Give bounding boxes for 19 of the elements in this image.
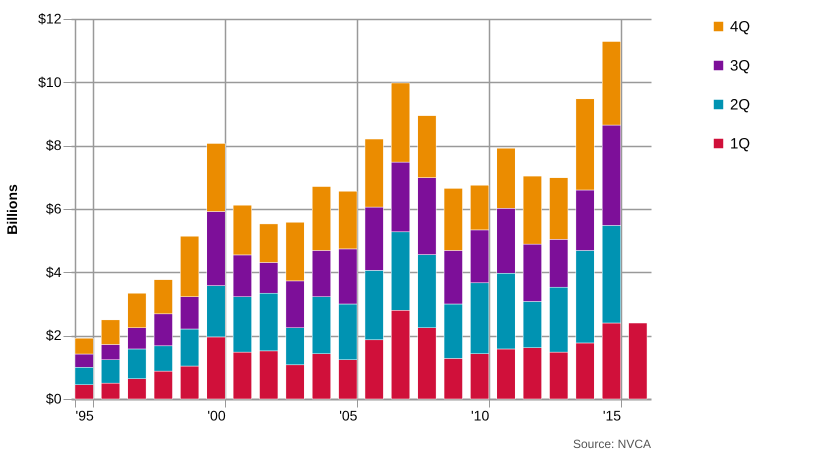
y-tick-label: $8 — [46, 137, 62, 154]
y-tick-label: $12 — [38, 10, 62, 26]
y-tick-label: $6 — [46, 200, 62, 216]
x-tick-label: '10 — [471, 408, 490, 424]
legend-label: 2Q — [730, 96, 750, 114]
legend-label: 4Q — [730, 18, 750, 36]
y-tick-label: $2 — [46, 327, 62, 344]
x-tick-label: '95 — [76, 408, 94, 424]
y-tick-label: $0 — [46, 390, 62, 406]
legend-label: 3Q — [730, 58, 750, 74]
legend-label: 1Q — [730, 136, 750, 152]
x-tick-label: '00 — [207, 408, 226, 424]
y-tick-label: $10 — [38, 74, 62, 90]
x-tick-label: '15 — [602, 408, 622, 424]
y-axis-title: Billions — [4, 184, 20, 235]
source-note: Source: NVCA — [572, 437, 651, 451]
bar — [628, 322, 648, 400]
y-tick-label: $4 — [46, 264, 62, 280]
x-tick-label: '05 — [339, 408, 358, 424]
